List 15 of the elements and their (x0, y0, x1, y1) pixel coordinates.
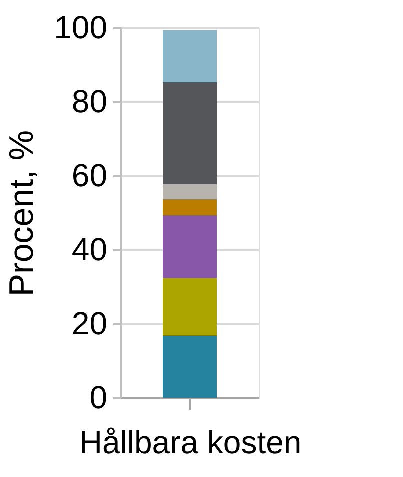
bar (163, 215, 217, 278)
y-axis-title: Procent, % (3, 130, 42, 297)
y-tick-label: 80 (72, 84, 108, 120)
y-tick-label: 60 (72, 158, 108, 194)
x-tick-label: Hållbara kosten (79, 424, 302, 460)
bar (163, 30, 217, 82)
y-tick-label: 40 (72, 232, 108, 268)
y-tick-label: 20 (72, 306, 108, 342)
y-tick-label: 0 (90, 380, 108, 416)
bar (163, 278, 217, 336)
bar (163, 184, 217, 200)
bar (163, 335, 217, 398)
bar (163, 82, 217, 185)
y-tick-label: 100 (54, 10, 108, 46)
bar (163, 199, 217, 216)
